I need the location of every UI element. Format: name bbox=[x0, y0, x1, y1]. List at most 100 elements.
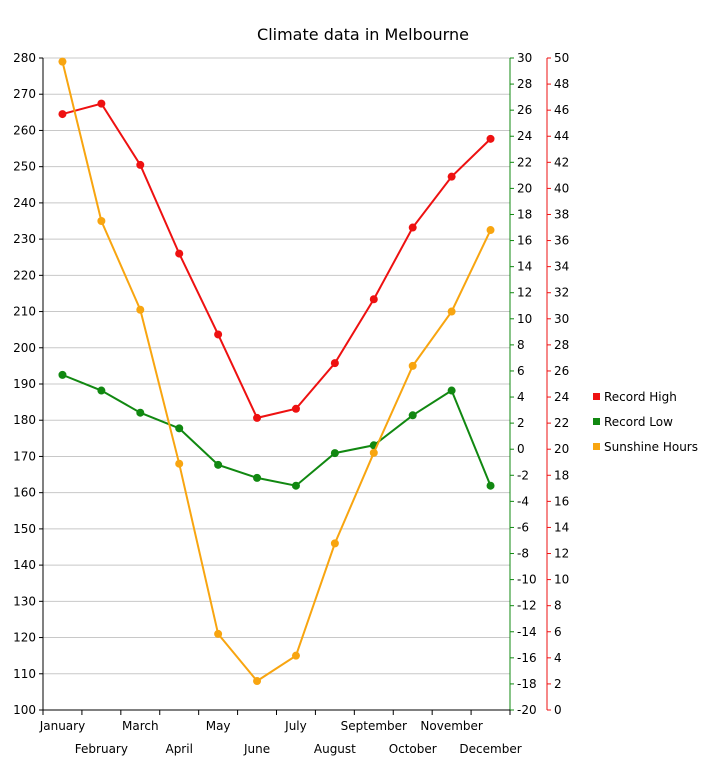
data-point bbox=[408, 223, 417, 232]
left-tick-label: 240 bbox=[13, 196, 36, 210]
x-tick-label: October bbox=[389, 742, 437, 756]
data-point bbox=[408, 361, 417, 370]
right-green-tick-label: 14 bbox=[517, 260, 532, 274]
right-red-tick-label: 26 bbox=[554, 364, 569, 378]
series-group bbox=[58, 57, 495, 686]
data-point bbox=[214, 629, 223, 638]
data-point bbox=[58, 370, 67, 379]
right-red-tick-label: 16 bbox=[554, 494, 569, 508]
left-tick-label: 250 bbox=[13, 160, 36, 174]
data-point bbox=[486, 226, 495, 235]
x-tick-label: March bbox=[122, 719, 159, 733]
right-red-tick-label: 8 bbox=[554, 599, 562, 613]
series-line bbox=[61, 61, 492, 683]
right-red-tick-label: 10 bbox=[554, 573, 569, 587]
legend-label: Record High bbox=[604, 390, 677, 404]
data-point bbox=[447, 172, 456, 181]
gridlines bbox=[43, 57, 510, 711]
right-red-tick-label: 32 bbox=[554, 286, 569, 300]
x-tick-label: June bbox=[243, 742, 270, 756]
right-green-tick-label: 18 bbox=[517, 207, 532, 221]
right-green-tick-label: 28 bbox=[517, 77, 532, 91]
right-green-tick-label: -12 bbox=[517, 599, 537, 613]
legend-swatch bbox=[593, 418, 600, 425]
data-point bbox=[253, 677, 262, 686]
data-point bbox=[369, 448, 378, 457]
x-tick-label: May bbox=[206, 719, 231, 733]
left-tick-label: 110 bbox=[13, 667, 36, 681]
right-green-tick-label: 22 bbox=[517, 155, 532, 169]
right-red-tick-label: 18 bbox=[554, 468, 569, 482]
right-green-tick-label: -18 bbox=[517, 677, 537, 691]
right-green-tick-label: 6 bbox=[517, 364, 525, 378]
x-tick-label: December bbox=[459, 742, 521, 756]
series-line bbox=[62, 102, 492, 420]
series-line bbox=[62, 373, 492, 487]
legend-swatch bbox=[593, 393, 600, 400]
data-point bbox=[330, 539, 339, 548]
data-point bbox=[253, 413, 262, 422]
right-green-tick-label: 0 bbox=[517, 442, 525, 456]
x-tick-label: November bbox=[420, 719, 482, 733]
data-point bbox=[291, 651, 300, 660]
right-green-tick-label: 2 bbox=[517, 416, 525, 430]
right-red-tick-label: 4 bbox=[554, 651, 562, 665]
left-tick-label: 190 bbox=[13, 377, 36, 391]
x-tick-label: April bbox=[165, 742, 192, 756]
right-green-tick-label: -4 bbox=[517, 494, 529, 508]
right-green-tick-label: -6 bbox=[517, 520, 529, 534]
right-red-tick-label: 0 bbox=[554, 703, 562, 717]
right-red-tick-label: 50 bbox=[554, 51, 569, 65]
right-red-tick-label: 48 bbox=[554, 77, 569, 91]
axes: 1001101201301401501601701801902002102202… bbox=[13, 51, 569, 756]
data-point bbox=[330, 449, 339, 458]
x-tick-label: August bbox=[314, 742, 356, 756]
data-point bbox=[291, 481, 300, 490]
right-green-tick-label: -10 bbox=[517, 573, 537, 587]
right-red-tick-label: 28 bbox=[554, 338, 569, 352]
right-green-tick-label: -16 bbox=[517, 651, 537, 665]
right-red-tick-label: 46 bbox=[554, 103, 569, 117]
right-green-tick-label: -20 bbox=[517, 703, 537, 717]
data-point bbox=[136, 305, 145, 314]
data-point bbox=[97, 99, 106, 108]
right-red-tick-label: 40 bbox=[554, 181, 569, 195]
data-point bbox=[447, 307, 456, 316]
legend-label: Sunshine Hours bbox=[604, 440, 698, 454]
right-red-tick-label: 36 bbox=[554, 234, 569, 248]
left-tick-label: 280 bbox=[13, 51, 36, 65]
x-tick-label: July bbox=[284, 719, 307, 733]
left-tick-label: 120 bbox=[13, 631, 36, 645]
left-tick-label: 270 bbox=[13, 87, 36, 101]
data-point bbox=[175, 424, 184, 433]
right-red-tick-label: 34 bbox=[554, 260, 569, 274]
data-point bbox=[136, 160, 145, 169]
data-point bbox=[97, 217, 106, 225]
left-tick-label: 160 bbox=[13, 486, 36, 500]
right-red-tick-label: 44 bbox=[554, 129, 569, 143]
right-red-tick-label: 6 bbox=[554, 625, 562, 639]
data-point bbox=[58, 110, 67, 119]
data-point bbox=[58, 57, 67, 66]
right-red-tick-label: 2 bbox=[554, 677, 562, 691]
data-point bbox=[214, 330, 223, 339]
x-tick-label: January bbox=[39, 719, 86, 733]
left-tick-label: 220 bbox=[13, 268, 36, 282]
data-point bbox=[486, 481, 495, 490]
data-point bbox=[369, 295, 378, 304]
data-point bbox=[330, 359, 339, 368]
legend-label: Record Low bbox=[604, 415, 673, 429]
legend-swatch bbox=[593, 443, 600, 450]
right-green-tick-label: 26 bbox=[517, 103, 532, 117]
right-red-tick-label: 14 bbox=[554, 520, 569, 534]
right-green-tick-label: 8 bbox=[517, 338, 525, 352]
right-green-tick-label: 4 bbox=[517, 390, 525, 404]
right-red-tick-label: 42 bbox=[554, 155, 569, 169]
right-green-tick-label: -14 bbox=[517, 625, 537, 639]
left-tick-label: 180 bbox=[13, 413, 36, 427]
data-point bbox=[214, 460, 223, 469]
left-tick-label: 140 bbox=[13, 558, 36, 572]
left-tick-label: 100 bbox=[13, 703, 36, 717]
right-green-tick-label: 24 bbox=[517, 129, 532, 143]
